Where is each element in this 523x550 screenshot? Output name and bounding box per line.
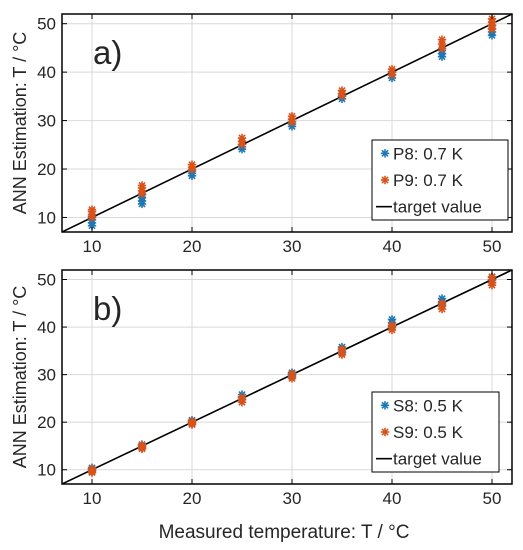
x-tick-label: 20	[183, 237, 202, 256]
x-tick-label: 50	[483, 489, 502, 508]
y-tick-label: 10	[37, 208, 56, 227]
data-point	[337, 86, 347, 95]
legend-marker	[380, 149, 390, 158]
series-2	[87, 14, 497, 222]
legend-label: S8: 0.5 K	[393, 396, 464, 415]
x-tick-label: 40	[383, 237, 402, 256]
data-point	[287, 112, 297, 121]
y-tick-label: 20	[37, 160, 56, 179]
data-point	[387, 315, 397, 324]
data-point	[137, 440, 147, 450]
legend-label: target value	[393, 450, 482, 469]
legend-box	[371, 139, 509, 221]
data-point	[387, 65, 397, 74]
x-tick-label: 30	[283, 489, 302, 508]
panel-label: b)	[93, 290, 122, 327]
y-tick-label: 50	[37, 15, 56, 34]
data-point	[237, 133, 247, 143]
y-tick-label: 40	[37, 63, 56, 82]
x-axis-label: Measured temperature: T / °C	[159, 522, 410, 543]
legend-label: P8: 0.7 K	[393, 144, 464, 163]
legend: P8: 0.7 K P9: 0.7 K target value	[371, 139, 509, 221]
x-tick-label: 10	[83, 489, 102, 508]
x-tick-label: 50	[483, 237, 502, 256]
data-point	[487, 272, 497, 281]
series-2	[87, 272, 497, 477]
data-point	[337, 344, 347, 354]
legend-marker	[380, 175, 390, 185]
data-point	[287, 369, 297, 378]
legend-marker	[380, 427, 390, 437]
data-point	[437, 35, 447, 44]
legend-label: target value	[393, 198, 482, 217]
chart-panel-b: 10 20 30 40 50 10 20 30 40 50 ANN Estimation: T / …	[10, 269, 513, 508]
data-point	[87, 464, 97, 473]
target-value-line	[62, 14, 512, 232]
y-tick-label: 50	[37, 271, 56, 290]
chart-panel-a: 10 20 30 40 50 10 20 30 40 50 ANN Estimation: T / …	[10, 13, 513, 256]
data-point	[87, 205, 97, 214]
y-tick-label: 30	[37, 112, 56, 131]
data-point	[237, 393, 247, 402]
target-value-line	[62, 270, 512, 484]
y-tick-label: 30	[37, 366, 56, 385]
x-tick-label: 40	[383, 489, 402, 508]
data-point	[137, 181, 147, 190]
panel-label: a)	[93, 34, 122, 71]
axes-box	[61, 269, 513, 485]
y-tick-label: 40	[37, 318, 56, 337]
legend-label: P9: 0.7 K	[393, 171, 464, 190]
x-tick-label: 10	[83, 237, 102, 256]
y-axis-label: ANN Estimation: T / °C	[10, 286, 30, 469]
data-point	[437, 299, 447, 308]
x-tick-label: 30	[283, 237, 302, 256]
legend: S8: 0.5 K S9: 0.5 K target value	[371, 391, 500, 473]
y-axis-label: ANN Estimation: T / °C	[10, 32, 30, 215]
data-point	[387, 320, 397, 330]
legend-box	[371, 391, 500, 473]
axes-box	[61, 13, 513, 233]
y-tick-label: 10	[37, 461, 56, 480]
data-point	[187, 417, 197, 426]
legend-label: S9: 0.5 K	[393, 423, 464, 442]
y-tick-label: 20	[37, 413, 56, 432]
x-tick-label: 20	[183, 489, 202, 508]
data-point	[187, 160, 197, 169]
legend-marker	[380, 401, 390, 410]
